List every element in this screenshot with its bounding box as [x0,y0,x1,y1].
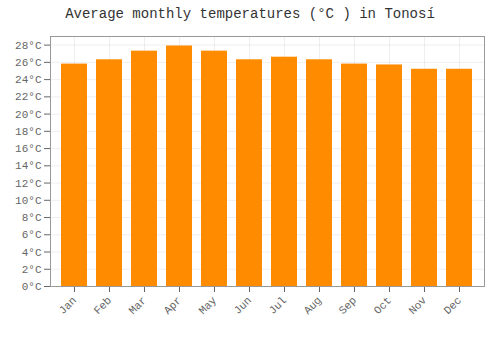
svg-text:Nov: Nov [407,294,430,317]
svg-text:Oct: Oct [372,294,394,316]
svg-text:8°C: 8°C [22,212,42,224]
svg-text:Sep: Sep [337,294,359,316]
svg-text:28°C: 28°C [15,40,42,52]
html-text:Average monthly temperatures (: Average monthly temperatures (°C ) in To… [65,6,435,22]
svg-text:Aug: Aug [302,294,324,316]
svg-text:Jan: Jan [57,294,79,316]
svg-text:16°C: 16°C [15,143,42,155]
svg-text:4°C: 4°C [22,247,42,259]
svg-text:26°C: 26°C [15,57,42,69]
svg-text:Dec: Dec [442,294,464,316]
svg-text:Feb: Feb [92,294,114,316]
svg-text:0°C: 0°C [22,281,42,293]
svg-text:Apr: Apr [162,294,184,316]
svg-text:6°C: 6°C [22,229,42,241]
svg-text:24°C: 24°C [15,74,42,86]
svg-text:12°C: 12°C [15,178,42,190]
svg-text:18°C: 18°C [15,126,42,138]
svg-text:22°C: 22°C [15,91,42,103]
svg-text:20°C: 20°C [15,109,42,121]
svg-text:Jun: Jun [232,294,254,316]
svg-text:14°C: 14°C [15,160,42,172]
svg-text:Mar: Mar [127,294,149,316]
svg-text:May: May [197,294,220,317]
svg-text:Jul: Jul [267,294,289,316]
svg-text:2°C: 2°C [22,264,42,276]
svg-text:10°C: 10°C [15,195,42,207]
